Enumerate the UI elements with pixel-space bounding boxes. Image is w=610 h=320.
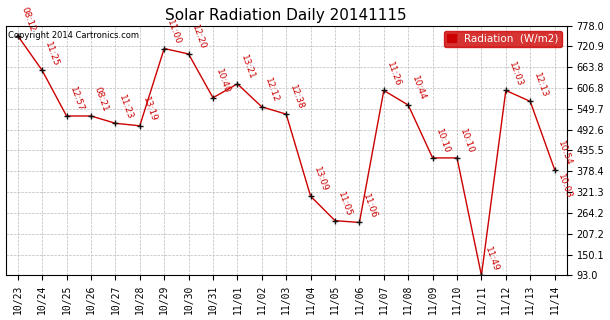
Text: 10:10: 10:10 [459, 128, 476, 155]
Text: 11:26: 11:26 [385, 60, 403, 88]
Text: 08:12: 08:12 [19, 6, 37, 33]
Text: 11:06: 11:06 [361, 192, 378, 220]
Text: Copyright 2014 Cartronics.com: Copyright 2014 Cartronics.com [9, 30, 139, 40]
Text: 13:19: 13:19 [141, 96, 159, 123]
Title: Solar Radiation Daily 20141115: Solar Radiation Daily 20141115 [165, 8, 407, 23]
Text: 10:03: 10:03 [556, 172, 573, 200]
Text: 11:00: 11:00 [165, 18, 183, 46]
Text: 12:03: 12:03 [508, 60, 525, 88]
Text: 11:23: 11:23 [117, 93, 134, 121]
Text: 11:25: 11:25 [43, 40, 61, 68]
Text: 13:21: 13:21 [239, 54, 256, 81]
Text: 12:20: 12:20 [190, 24, 207, 51]
Text: 13:09: 13:09 [312, 166, 329, 193]
Text: 12:12: 12:12 [263, 77, 281, 104]
Text: 12:57: 12:57 [68, 86, 85, 113]
Text: 08:21: 08:21 [92, 86, 110, 113]
Legend: Radiation  (W/m2): Radiation (W/m2) [444, 31, 562, 47]
Text: 10:54: 10:54 [556, 140, 573, 167]
Text: 10:44: 10:44 [409, 75, 427, 102]
Text: 12:38: 12:38 [287, 84, 305, 111]
Text: 12:13: 12:13 [532, 71, 549, 99]
Text: 10:10: 10:10 [434, 128, 451, 155]
Text: 11:49: 11:49 [483, 245, 500, 273]
Text: 10:40: 10:40 [214, 68, 232, 95]
Text: 11:05: 11:05 [336, 190, 354, 218]
